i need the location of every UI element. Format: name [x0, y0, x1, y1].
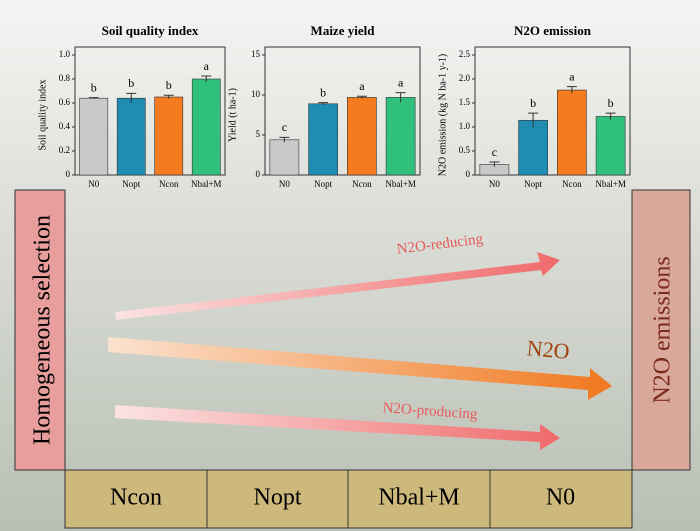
arrow — [108, 337, 612, 400]
left-label: Homogeneous selection — [30, 215, 56, 445]
significance-label: b — [128, 76, 134, 90]
arrow — [115, 252, 560, 320]
x-tick-label: Nopt — [122, 179, 140, 189]
error-bar — [605, 112, 616, 120]
x-tick-label: Nbal+M — [595, 179, 626, 189]
y-axis-label: Soil quality index — [37, 79, 48, 150]
y-tick-label: 10 — [251, 89, 261, 99]
error-bar — [163, 94, 174, 99]
error-bar — [395, 92, 406, 103]
bar — [595, 116, 626, 176]
y-tick-label: 5 — [256, 129, 261, 139]
error-bar — [279, 136, 290, 143]
y-tick-label: 0.6 — [59, 97, 71, 107]
bar — [347, 97, 377, 176]
y-tick-label: 0.2 — [59, 145, 70, 155]
error-bar — [356, 95, 367, 99]
significance-label: a — [398, 75, 404, 89]
treatment-label: Ncon — [110, 485, 162, 511]
plot-frame — [74, 46, 226, 176]
significance-label: b — [608, 96, 614, 110]
x-tick-label: Ncon — [159, 179, 179, 189]
bar — [518, 119, 548, 176]
bar — [154, 96, 184, 176]
significance-label: b — [320, 85, 326, 99]
significance-label: a — [569, 69, 575, 83]
y-tick-label: 1.0 — [59, 49, 71, 59]
y-tick-label: 1.5 — [459, 97, 471, 107]
bar — [79, 97, 109, 176]
bar — [269, 139, 300, 176]
error-bar — [318, 102, 329, 105]
significance-label: c — [492, 145, 497, 159]
y-axis-label: N2O emission (kg N ha-1 y-1) — [437, 54, 448, 176]
chart-title: N2O emission — [514, 23, 592, 38]
y-axis-label: Yield (t ha-1) — [227, 88, 238, 142]
y-tick-label: 1.0 — [459, 121, 471, 131]
significance-label: b — [91, 80, 97, 94]
x-tick-label: N0 — [489, 179, 500, 189]
error-bar — [528, 112, 539, 128]
y-tick-label: 0 — [66, 169, 71, 179]
bar — [557, 89, 587, 176]
error-bar — [566, 86, 577, 94]
error-bar — [126, 92, 137, 103]
arrow — [115, 405, 560, 450]
treatment-label: N0 — [546, 485, 575, 511]
arrow-label: N2O — [526, 335, 571, 364]
bar — [308, 103, 338, 176]
significance-label: b — [530, 96, 536, 110]
plot-frame — [264, 46, 421, 176]
x-tick-label: Nopt — [314, 179, 332, 189]
y-tick-label: 15 — [251, 49, 261, 59]
chart-title: Maize yield — [311, 23, 376, 38]
bar — [385, 97, 416, 176]
x-tick-label: Ncon — [562, 179, 582, 189]
error-bar — [489, 161, 500, 167]
bar — [116, 97, 146, 176]
significance-label: a — [359, 79, 365, 93]
x-tick-label: Nopt — [524, 179, 542, 189]
right-label: N2O emissions — [650, 256, 676, 403]
treatment-label: Nbal+M — [378, 485, 460, 511]
y-tick-label: 0 — [466, 169, 471, 179]
chart-title: Soil quality index — [102, 23, 199, 38]
treatment-label: Nopt — [254, 485, 302, 511]
bar — [191, 78, 221, 176]
y-tick-label: 2.5 — [459, 49, 471, 59]
y-tick-label: 0.8 — [59, 73, 71, 83]
x-tick-label: Nbal+M — [191, 179, 222, 189]
y-tick-label: 0.5 — [459, 145, 471, 155]
arrow-label: N2O-producing — [382, 400, 478, 423]
y-tick-label: 2.0 — [459, 73, 471, 83]
plot-frame — [474, 46, 631, 176]
x-tick-label: Ncon — [352, 179, 372, 189]
error-bar — [201, 75, 212, 82]
x-tick-label: N0 — [279, 179, 290, 189]
x-tick-label: Nbal+M — [385, 179, 416, 189]
error-bar — [88, 97, 99, 99]
right-box — [631, 189, 691, 471]
significance-label: c — [282, 120, 287, 134]
significance-label: b — [166, 78, 172, 92]
left-box — [14, 189, 66, 471]
significance-label: a — [204, 59, 210, 73]
y-tick-label: 0 — [256, 169, 261, 179]
x-tick-label: N0 — [88, 179, 99, 189]
y-tick-label: 0.4 — [59, 121, 71, 131]
